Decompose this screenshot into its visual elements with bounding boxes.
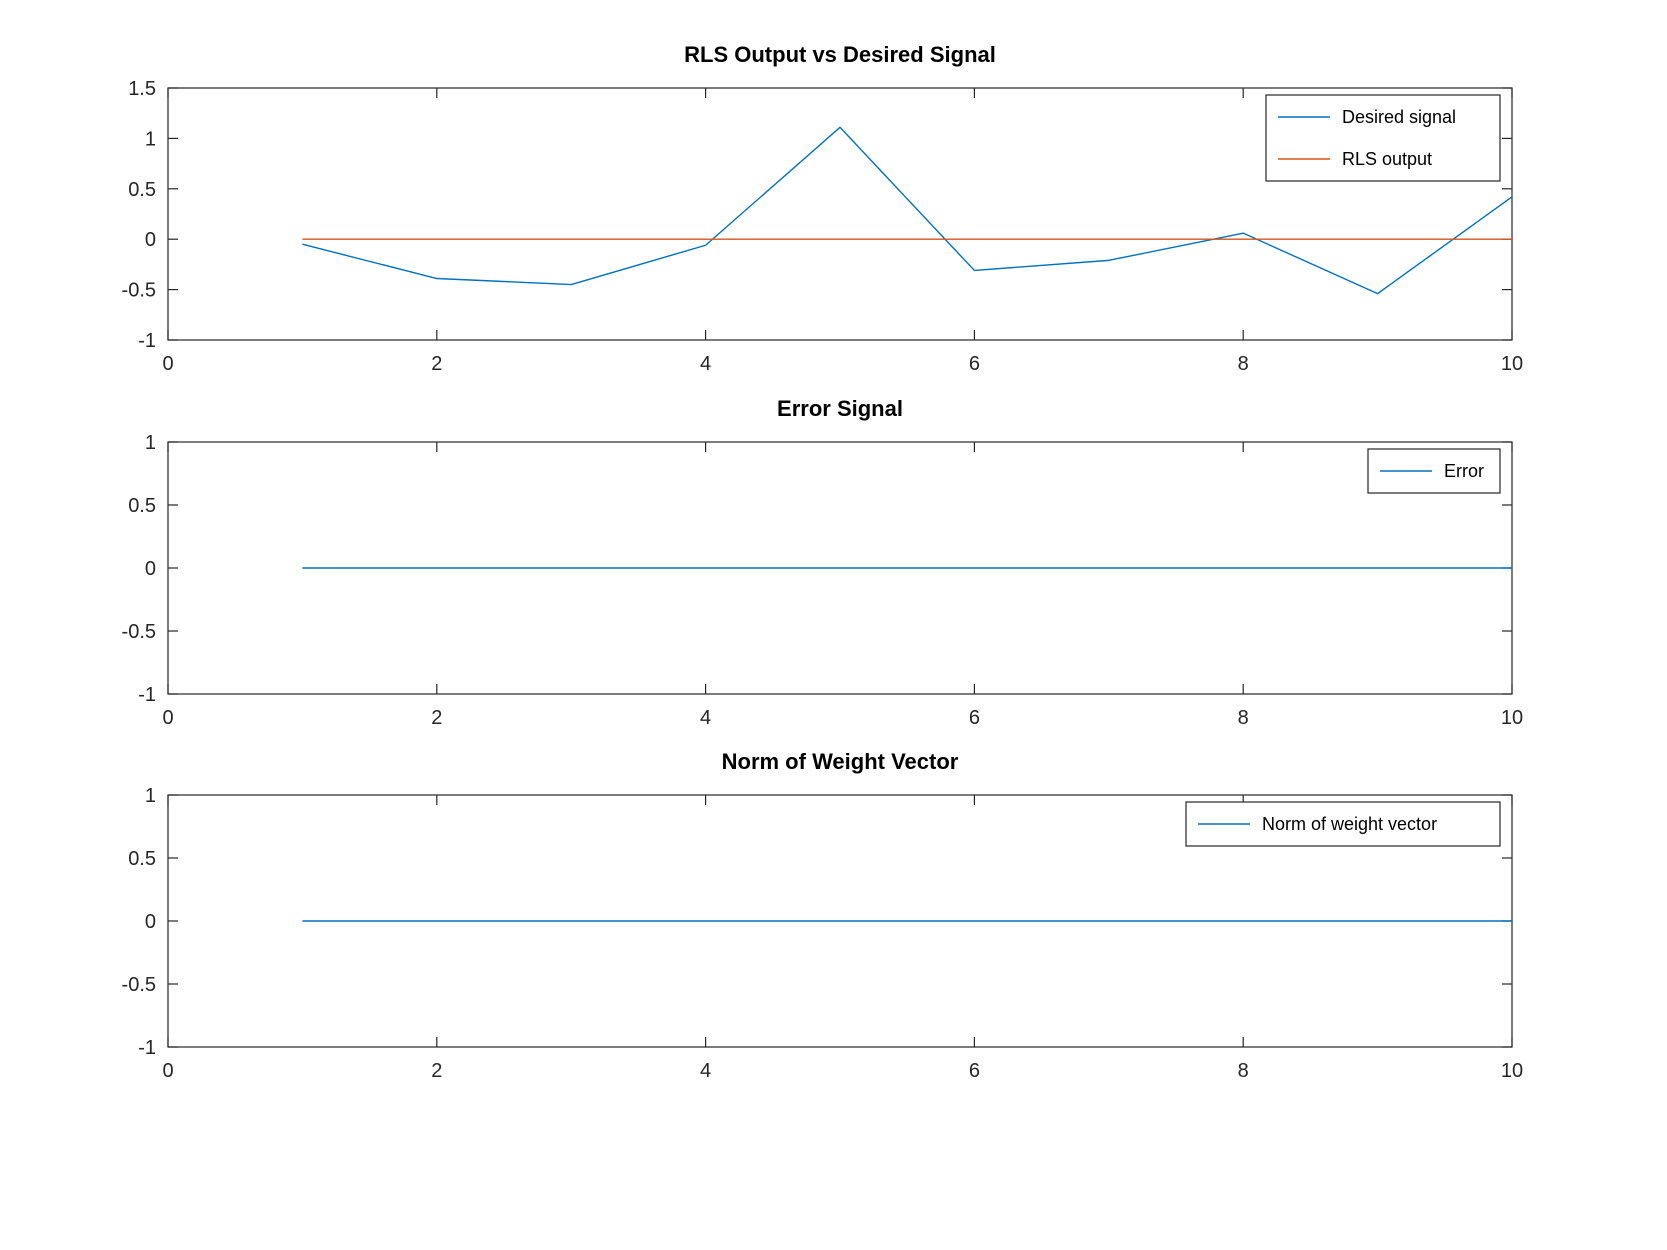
y-tick-label: 1 xyxy=(145,432,156,454)
x-tick-label: 2 xyxy=(431,353,442,375)
subplot-2: Error Signal 0 2 4 6 8 10 -1 -0.5 0 0.5 1 Error xyxy=(122,396,1524,729)
y-tick-label: -1 xyxy=(138,330,156,352)
legend-label: Desired signal xyxy=(1342,107,1456,127)
y-tick-label: -0.5 xyxy=(122,621,156,643)
x-tick-label: 6 xyxy=(969,1060,980,1082)
legend: Desired signal RLS output xyxy=(1265,94,1501,182)
x-tick-label: 6 xyxy=(969,353,980,375)
x-tick-label: 10 xyxy=(1501,1060,1523,1082)
x-tick-label: 10 xyxy=(1501,353,1523,375)
chart-title: RLS Output vs Desired Signal xyxy=(684,42,996,67)
y-tick-label: 1.5 xyxy=(128,78,156,100)
y-tick-label: -1 xyxy=(138,1037,156,1059)
x-tick-label: 2 xyxy=(431,1060,442,1082)
legend-label: RLS output xyxy=(1342,149,1432,169)
legend: Error xyxy=(1367,448,1501,494)
x-tick-label: 0 xyxy=(162,707,173,729)
y-tick-label: 0.5 xyxy=(128,495,156,517)
y-tick-label: 0 xyxy=(145,911,156,933)
legend: Norm of weight vector xyxy=(1185,801,1501,847)
x-tick-label: 10 xyxy=(1501,707,1523,729)
x-tick-label: 8 xyxy=(1238,1060,1249,1082)
x-tick-label: 4 xyxy=(700,707,711,729)
y-tick-label: -1 xyxy=(138,684,156,706)
x-tick-label: 4 xyxy=(700,1060,711,1082)
legend-label: Error xyxy=(1444,461,1484,481)
y-tick-label: -0.5 xyxy=(122,280,156,302)
y-tick-label: 1 xyxy=(145,128,156,150)
y-tick-label: 0 xyxy=(145,229,156,251)
legend-box xyxy=(1265,94,1501,182)
x-tick-label: 8 xyxy=(1238,353,1249,375)
y-tick-label: 1 xyxy=(145,785,156,807)
chart-title: Norm of Weight Vector xyxy=(722,749,959,774)
y-tick-label: 0 xyxy=(145,558,156,580)
chart-title: Error Signal xyxy=(777,396,903,421)
series-line-1 xyxy=(302,126,1513,295)
x-tick-label: 4 xyxy=(700,353,711,375)
y-tick-label: 0.5 xyxy=(128,848,156,870)
subplot-3: Norm of Weight Vector 0 2 4 6 8 10 -1 -0.5 0 0.5 1 N… xyxy=(122,749,1524,1082)
x-tick-label: 6 xyxy=(969,707,980,729)
x-tick-label: 8 xyxy=(1238,707,1249,729)
legend-label: Norm of weight vector xyxy=(1262,814,1437,834)
x-tick-label: 2 xyxy=(431,707,442,729)
y-tick-label: -0.5 xyxy=(122,974,156,996)
x-tick-label: 0 xyxy=(162,353,173,375)
y-tick-label: 0.5 xyxy=(128,179,156,201)
x-tick-label: 0 xyxy=(162,1060,173,1082)
